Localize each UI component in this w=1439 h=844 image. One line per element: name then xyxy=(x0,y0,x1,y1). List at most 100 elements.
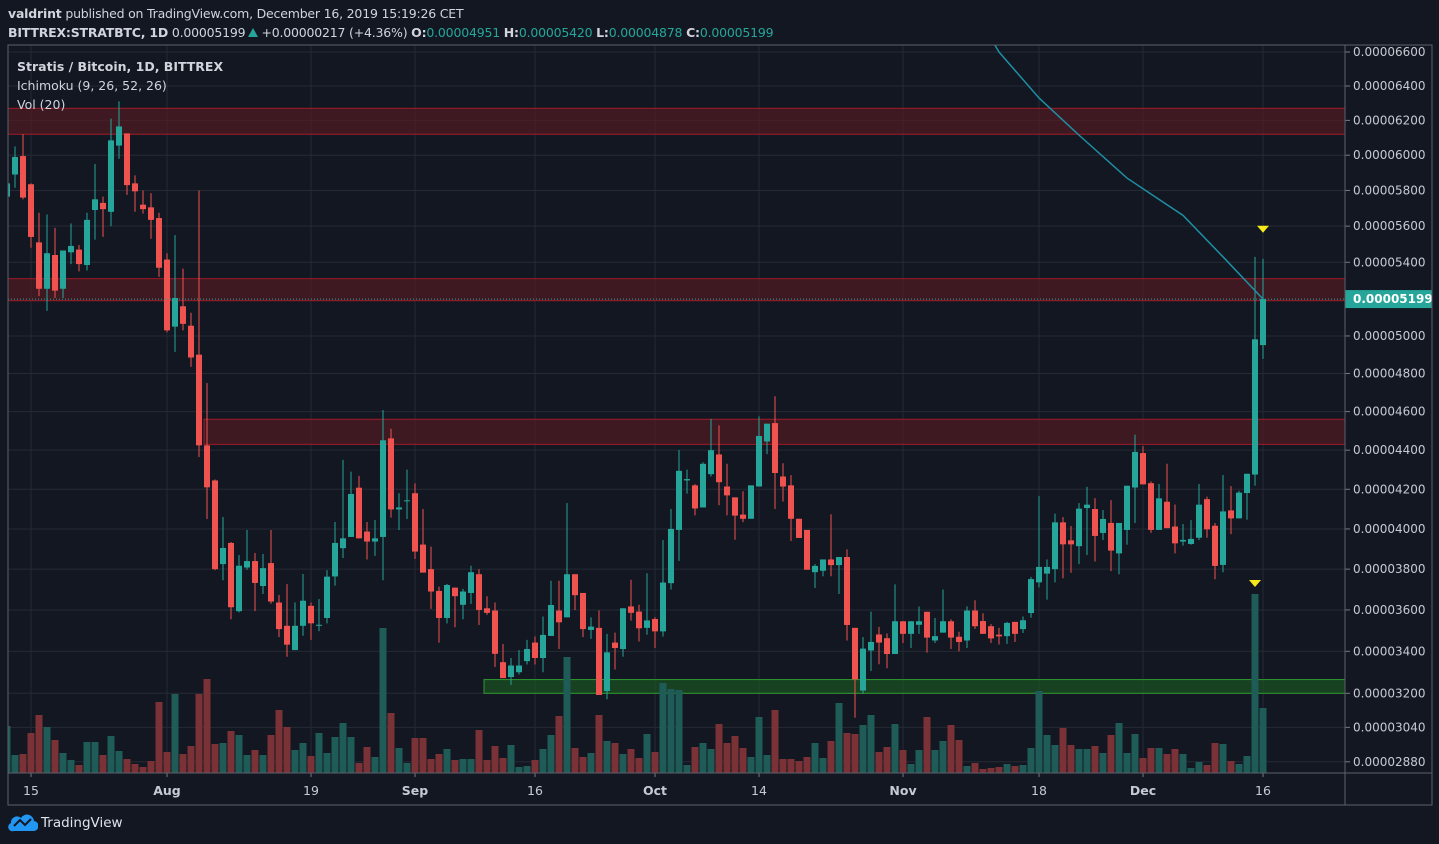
author-name[interactable]: valdrint xyxy=(8,6,62,21)
candle xyxy=(1012,621,1018,642)
candle xyxy=(580,592,586,638)
x-tick-label: Nov xyxy=(889,783,916,798)
candle-body xyxy=(924,611,930,638)
candle xyxy=(636,604,642,642)
volume-bar xyxy=(787,759,795,773)
candle-body xyxy=(452,587,458,597)
candle xyxy=(716,425,722,506)
candle xyxy=(52,227,58,298)
volume-bar xyxy=(755,717,763,773)
candle xyxy=(516,650,522,675)
markers xyxy=(1249,225,1269,587)
footer-brand[interactable]: TradingView xyxy=(8,814,123,832)
candle-body xyxy=(1132,451,1138,488)
volume-bar xyxy=(835,703,843,773)
candle xyxy=(404,469,410,519)
volume-bar xyxy=(1131,734,1139,773)
volume-bar xyxy=(435,754,443,773)
last-price-badge xyxy=(1345,290,1432,309)
volume-bar xyxy=(235,735,243,773)
candle-body xyxy=(812,565,818,573)
candle-body xyxy=(692,485,698,509)
candle xyxy=(972,600,978,629)
candle xyxy=(1164,463,1170,529)
volume-bar xyxy=(379,628,387,773)
volume-bar xyxy=(1099,753,1107,773)
candle xyxy=(932,617,938,643)
volume-bar xyxy=(363,747,371,773)
volume-bar xyxy=(843,733,851,773)
candle-body xyxy=(100,202,106,210)
candle xyxy=(1204,496,1210,538)
volume-bar xyxy=(67,760,75,773)
volume-bar xyxy=(771,710,779,773)
candle-body xyxy=(484,608,490,613)
volume-bar xyxy=(8,726,11,773)
candle xyxy=(876,626,882,665)
candle-body xyxy=(908,621,914,634)
volume-bar xyxy=(1067,745,1075,773)
volume-bar xyxy=(579,757,587,773)
candle-body xyxy=(868,641,874,651)
volume-bar xyxy=(131,764,139,773)
candle-body xyxy=(716,454,722,483)
volume-bar xyxy=(451,760,459,773)
candle-body xyxy=(468,572,474,593)
candle-body xyxy=(1212,525,1218,566)
x-tick-label: 15 xyxy=(23,783,39,798)
volume-bar xyxy=(11,755,19,773)
ichimoku-legend[interactable]: Ichimoku (9, 26, 52, 26) xyxy=(17,78,167,93)
y-tick-label: 0.00005000 xyxy=(1353,329,1426,343)
candle-body xyxy=(1012,621,1018,634)
candle-body xyxy=(708,450,714,475)
volume-bar xyxy=(547,735,555,773)
candle-body xyxy=(396,507,402,510)
volume-bar xyxy=(355,763,363,773)
candle-body xyxy=(836,557,842,566)
candle-body xyxy=(740,514,746,519)
volume-bar xyxy=(1211,743,1219,773)
candle xyxy=(236,555,242,613)
candle-body xyxy=(476,574,482,610)
candle-body xyxy=(956,636,962,642)
candle-body xyxy=(644,620,650,628)
candle-body xyxy=(236,565,242,612)
candle xyxy=(284,584,290,657)
candle xyxy=(276,594,282,638)
candle xyxy=(1260,258,1266,359)
volume-bar xyxy=(403,763,411,773)
candle xyxy=(348,471,354,537)
candle xyxy=(964,606,970,648)
volume-bar xyxy=(1107,735,1115,773)
candle xyxy=(1044,559,1050,600)
volume-bar xyxy=(227,731,235,773)
candle-body xyxy=(652,618,658,632)
volume-bar xyxy=(1003,764,1011,773)
candle-body xyxy=(1172,526,1178,544)
candle-body xyxy=(428,569,434,592)
candle-body xyxy=(68,245,74,253)
volume-legend[interactable]: Vol (20) xyxy=(17,97,66,112)
candle xyxy=(1100,510,1106,540)
y-tick-label: 0.00004400 xyxy=(1353,443,1426,457)
candle-body xyxy=(228,542,234,608)
candle-body xyxy=(36,242,42,289)
candle xyxy=(1076,503,1082,565)
volume-bar xyxy=(643,734,651,773)
volume-bar xyxy=(51,740,59,773)
candle-body xyxy=(1204,499,1210,530)
x-tick-label: Sep xyxy=(402,783,428,798)
candle xyxy=(308,602,314,640)
candle xyxy=(508,657,514,685)
x-tick-label: 16 xyxy=(1255,783,1271,798)
grid xyxy=(8,45,1345,773)
volume-bar xyxy=(123,759,131,773)
volume-bar xyxy=(459,759,467,773)
candle xyxy=(820,559,826,577)
volume-bar xyxy=(851,734,859,773)
candle xyxy=(764,423,770,455)
volume-bar xyxy=(283,727,291,773)
candle-body xyxy=(948,621,954,638)
candle xyxy=(980,613,986,634)
